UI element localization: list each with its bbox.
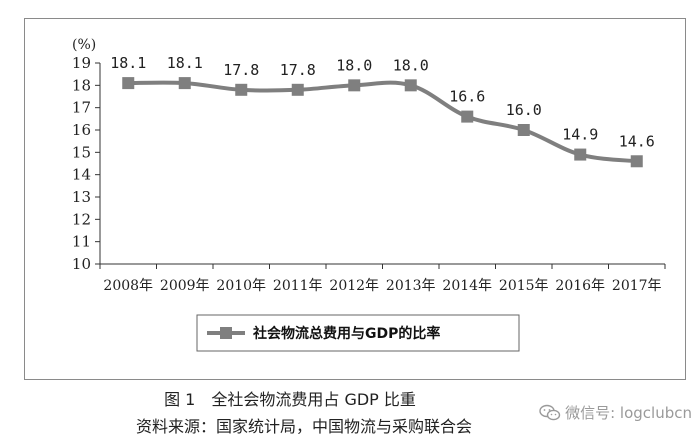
- y-tick-label: 18: [72, 76, 91, 94]
- data-label: 18.1: [110, 54, 146, 72]
- data-point-marker: [630, 155, 643, 168]
- x-tick-label: 2009年: [160, 278, 210, 294]
- data-label: 14.9: [562, 126, 598, 144]
- data-point-marker: [574, 148, 587, 161]
- x-tick-label: 2010年: [216, 278, 266, 294]
- data-point-marker: [461, 110, 474, 123]
- data-point-marker: [517, 124, 530, 136]
- series-layer: 18.1 18.1 17.8 17.8 18.0 18.0 16.6 16.0 14.9 14.6: [110, 54, 655, 168]
- legend: 社会物流总费用与GDP的比率: [196, 314, 520, 352]
- figure-caption: 图 1 全社会物流费用占 GDP 比重: [164, 390, 416, 409]
- legend-box: [196, 314, 520, 352]
- wechat-icon: [539, 404, 561, 420]
- series-line: [128, 80, 637, 164]
- data-source-note: 资料来源：国家统计局，中国物流与采购联合会: [136, 417, 473, 436]
- y-tick-label: 10: [72, 255, 91, 273]
- x-axis-ticks: 2008年 2009年 2010年 2011年 2012年 2013年 2014年 2015年…: [99, 264, 666, 294]
- legend-entry-label: 社会物流总费用与GDP的比率: [252, 325, 440, 342]
- data-point-marker: [291, 83, 304, 96]
- y-tick-label: 16: [72, 121, 91, 139]
- y-tick-label: 14: [72, 166, 91, 184]
- y-tick-label: 13: [72, 188, 91, 206]
- data-point-marker: [122, 77, 135, 90]
- data-point-marker: [178, 77, 191, 90]
- x-tick-label: 2012年: [329, 278, 379, 294]
- x-tick-label: 2013年: [386, 278, 436, 294]
- watermark-text: 微信号: logclubcn: [565, 404, 692, 422]
- data-label: 18.0: [393, 56, 429, 74]
- x-tick-label: 2015年: [499, 278, 549, 294]
- y-tick-label: 12: [72, 210, 91, 228]
- data-point-marker: [348, 79, 361, 92]
- data-label: 18.1: [167, 54, 203, 72]
- x-tick-label: 2017年: [612, 278, 662, 294]
- x-tick-label: 2014年: [442, 278, 492, 294]
- y-tick-label: 19: [72, 54, 91, 72]
- watermark: 微信号: logclubcn: [539, 402, 692, 423]
- legend-marker: [220, 327, 232, 339]
- x-tick-label: 2016年: [555, 278, 605, 294]
- y-tick-label: 15: [72, 143, 91, 161]
- x-tick-label: 2008年: [103, 278, 153, 294]
- y-tick-label: 11: [72, 233, 91, 251]
- chart-axes: [99, 63, 665, 265]
- data-label: 17.8: [223, 61, 259, 79]
- data-label: 14.6: [619, 132, 655, 150]
- chart-frame: 10 11 12 13 14 15 16 17 18 19 2008年 2009年 2010年 2011…: [24, 18, 686, 380]
- data-point-marker: [404, 79, 417, 92]
- y-axis-unit: (%): [72, 37, 96, 53]
- x-tick-label: 2011年: [273, 278, 323, 294]
- line-chart: 10 11 12 13 14 15 16 17 18 19 2008年 2009年 2010年 2011…: [72, 37, 666, 352]
- data-label: 16.0: [506, 101, 542, 119]
- y-tick-label: 17: [72, 99, 91, 117]
- data-label: 16.6: [449, 88, 485, 106]
- data-label: 18.0: [336, 56, 372, 74]
- data-point-marker: [235, 83, 248, 96]
- data-label: 17.8: [280, 61, 316, 79]
- y-axis-ticks: 10 11 12 13 14 15 16 17 18 19: [72, 54, 100, 273]
